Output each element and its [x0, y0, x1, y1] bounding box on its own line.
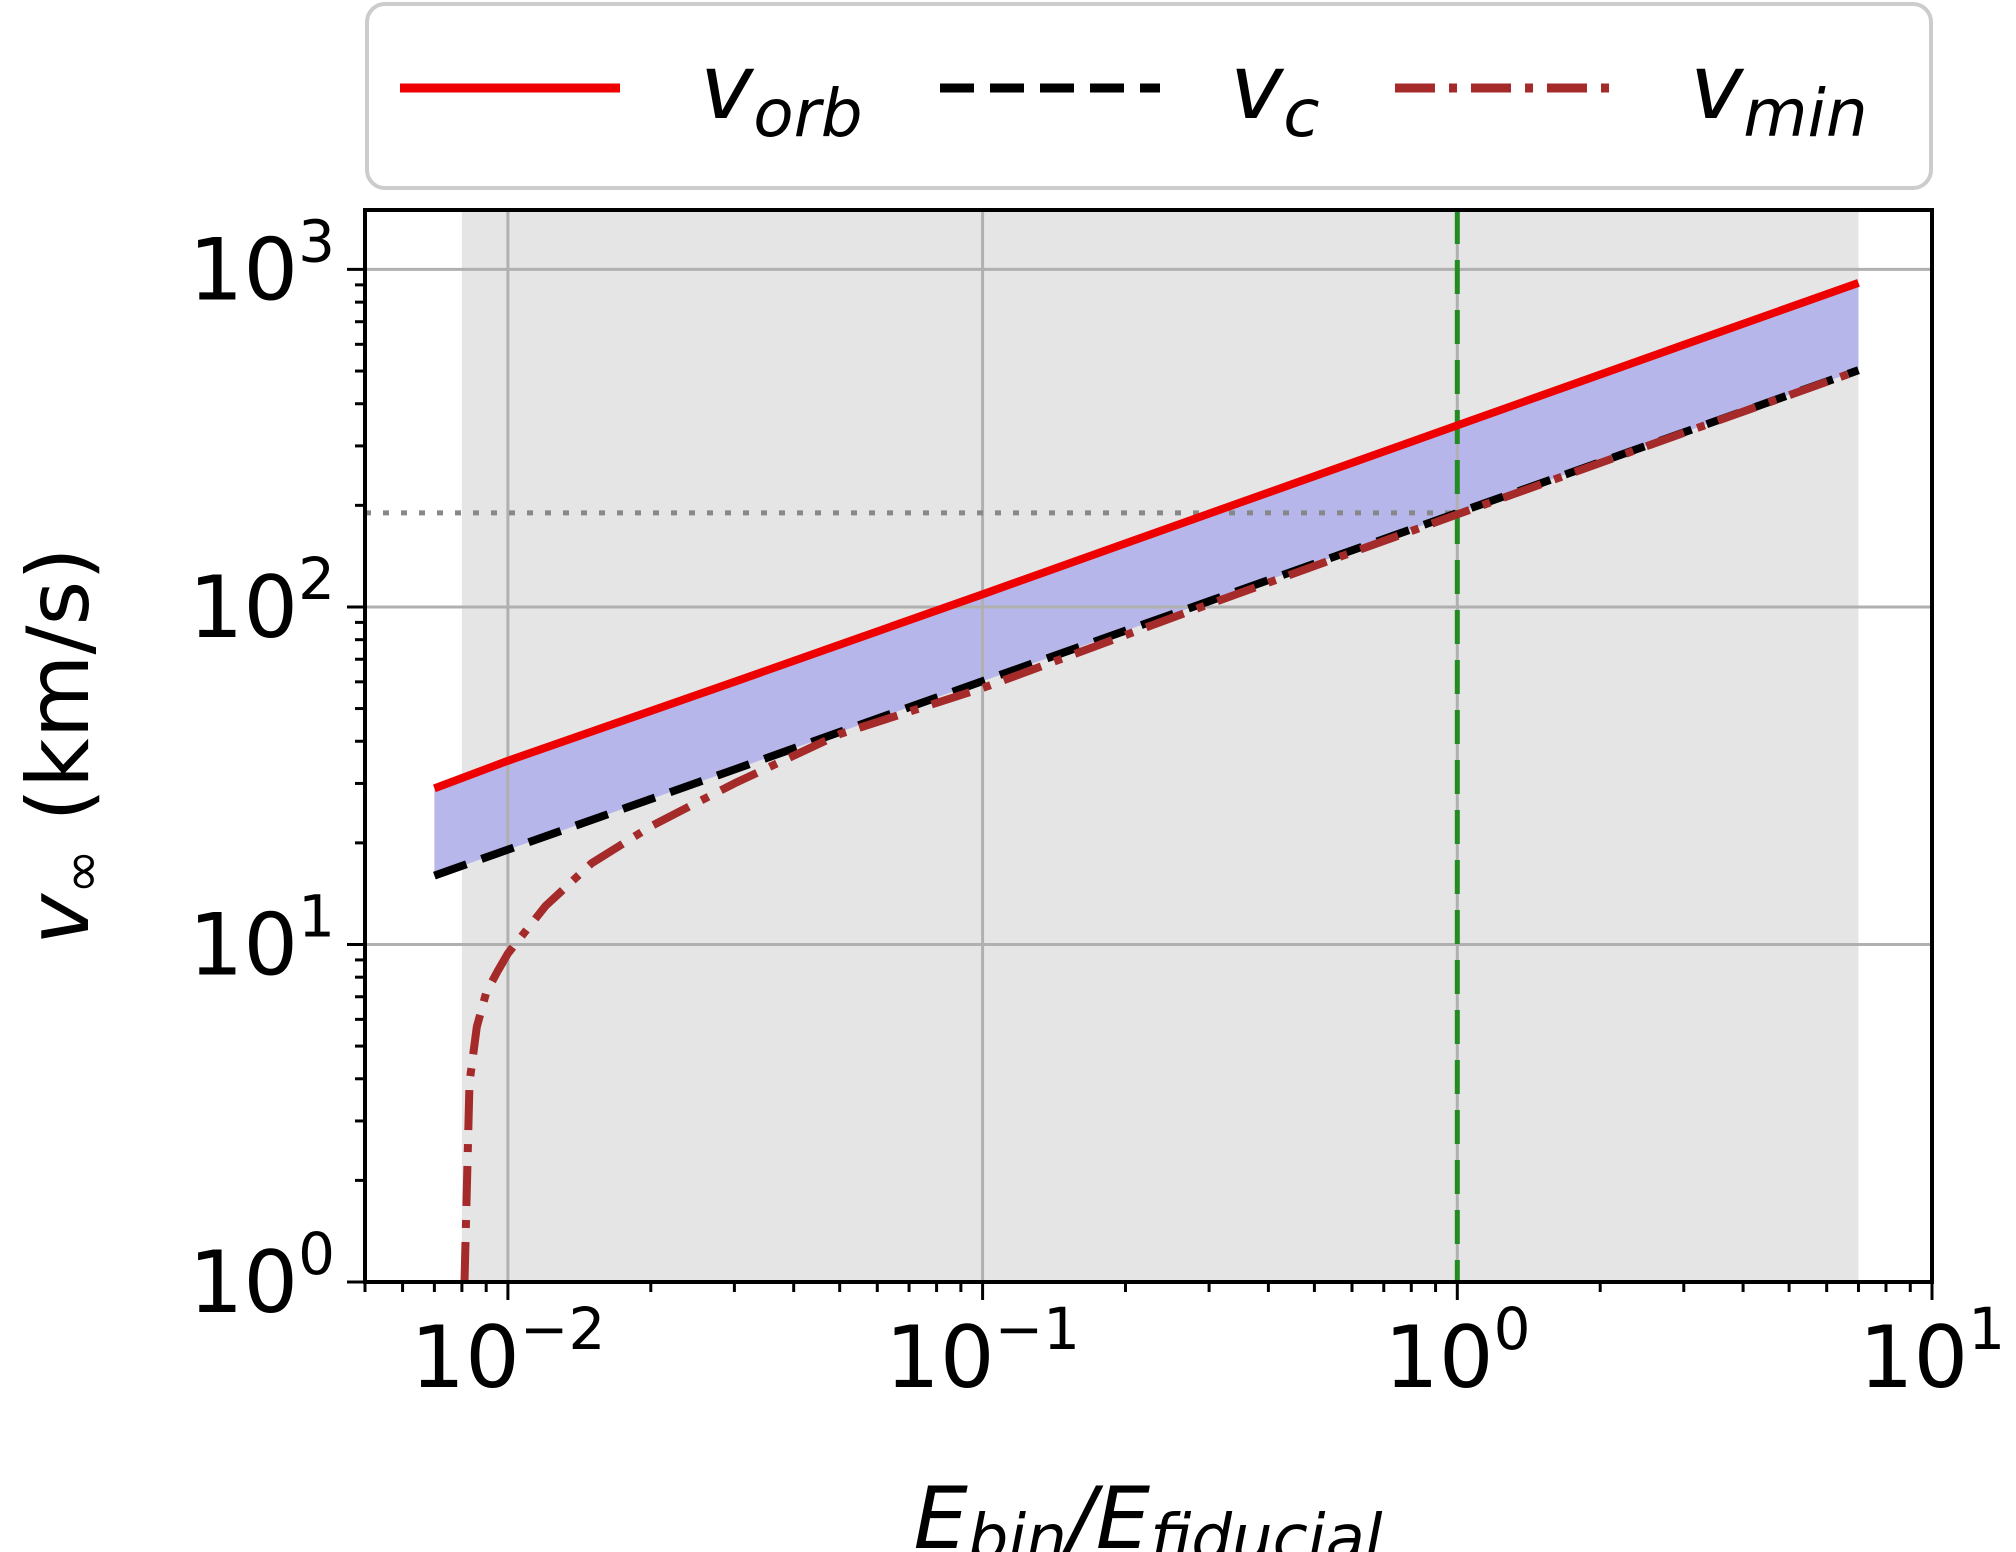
y-tick-base: 10	[189, 1233, 298, 1333]
legend-label: vmin	[1690, 35, 1868, 152]
y-tick-label: 103	[189, 207, 335, 320]
legend-label: vorb	[700, 35, 863, 152]
shading-layer	[434, 210, 1859, 1282]
x-tick-exponent: −2	[520, 1295, 606, 1363]
series-line-v-min	[460, 366, 1860, 1282]
y-label-sub: ∞	[50, 849, 113, 894]
series-layer	[432, 279, 1860, 1282]
x-tick-base: 10	[1859, 1308, 1968, 1408]
legend: vorb vc vmin	[365, 2, 1933, 190]
y-tick-label: 102	[189, 545, 335, 658]
y-tick-exponent: 1	[298, 882, 335, 950]
x-tick-base: 10	[1384, 1308, 1493, 1408]
x-label-sub2: fiducial	[1150, 1502, 1383, 1552]
legend-label-base: v	[700, 35, 755, 140]
legend-items: vorb vc vmin	[400, 35, 1868, 152]
y-tick-label: 101	[189, 882, 335, 995]
legend-label-base: v	[1230, 35, 1285, 140]
legend-label-sub: orb	[753, 75, 862, 152]
x-tick-label: 10−2	[410, 1295, 605, 1408]
y-tick-base: 10	[189, 895, 298, 995]
x-label-e1: E	[913, 1469, 968, 1552]
reference-lines	[365, 210, 1460, 1282]
x-tick-exponent: 1	[1968, 1295, 2005, 1363]
y-tick-exponent: 2	[298, 545, 335, 613]
y-tick-base: 10	[189, 220, 298, 320]
x-tick-base: 10	[410, 1308, 519, 1408]
legend-frame	[365, 2, 1933, 190]
blue-band	[434, 282, 1859, 876]
x-axis-label: Ebin/Efiducial	[913, 1469, 1382, 1552]
tick-marks	[347, 267, 1934, 1300]
plot-frame	[363, 208, 1934, 1284]
x-tick-exponent: −1	[995, 1295, 1081, 1363]
y-tick-label: 100	[189, 1220, 335, 1333]
y-label-rest: (km/s)	[9, 547, 109, 849]
x-tick-label: 10−1	[885, 1295, 1080, 1408]
x-tick-label: 101	[1859, 1295, 2005, 1408]
series-line-v-orb	[432, 279, 1860, 793]
y-tick-exponent: 3	[298, 207, 335, 275]
x-tick-label: 100	[1384, 1295, 1530, 1408]
legend-label-sub: min	[1743, 75, 1867, 152]
y-label-v: v	[9, 893, 109, 945]
x-label-slash: /E	[1060, 1469, 1151, 1552]
x-tick-base: 10	[885, 1308, 994, 1408]
legend-label-base: v	[1690, 35, 1745, 140]
x-label-sub1: bin	[968, 1502, 1067, 1552]
series-line-v-c	[433, 366, 1860, 880]
y-tick-base: 10	[189, 558, 298, 658]
x-tick-exponent: 0	[1494, 1295, 1531, 1363]
y-tick-exponent: 0	[298, 1220, 335, 1288]
legend-label: vc	[1230, 35, 1320, 152]
legend-label-sub: c	[1283, 75, 1319, 152]
y-axis-label: v∞ (km/s)	[9, 547, 113, 945]
